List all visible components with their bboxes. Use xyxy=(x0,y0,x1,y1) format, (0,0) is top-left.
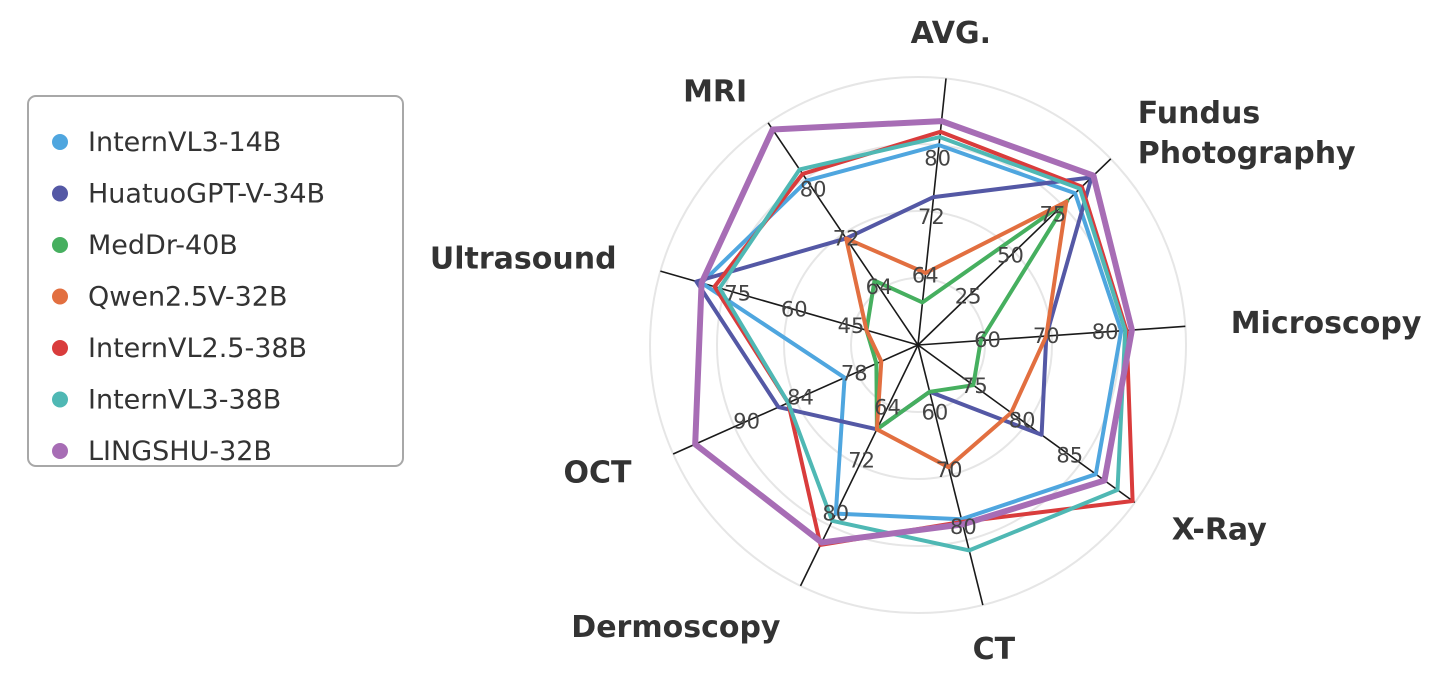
tick-label-microscopy-3: 60 xyxy=(974,328,1001,352)
spoke-ct xyxy=(917,344,984,606)
tick-label-oct-3: 78 xyxy=(841,361,868,385)
tick-label-mri-3: 64 xyxy=(866,275,893,299)
axis-title-fundus-photography: Fundus Photography xyxy=(1138,96,1356,171)
tick-label-ct-1: 80 xyxy=(950,515,977,539)
tick-label-mri-1: 80 xyxy=(800,178,827,202)
spoke-microscopy xyxy=(917,325,1186,346)
tick-label-dermoscopy-1: 80 xyxy=(822,502,849,526)
grid-circle-1 xyxy=(850,277,986,413)
tick-label-ultrasound-1: 75 xyxy=(724,281,751,305)
legend-marker-lingshu-32b xyxy=(52,443,68,459)
spoke-x-ray xyxy=(917,344,1136,504)
legend-label-huatuogpt-v-34b: HuatuoGPT-V-34B xyxy=(88,179,325,210)
tick-label-ultrasound-3: 45 xyxy=(838,314,865,338)
legend-marker-meddr-40b xyxy=(52,237,68,253)
tick-label-x-ray-2: 80 xyxy=(1009,409,1036,433)
series-lingshu-32b xyxy=(692,118,1135,546)
axis-title-ct: CT xyxy=(973,632,1016,667)
legend-label-internvl3-14b: InternVL3-14B xyxy=(88,127,281,158)
series-internvl3-38b xyxy=(717,135,1128,553)
axis-title-mri: MRI xyxy=(683,75,747,110)
tick-label-avg-2: 72 xyxy=(918,205,945,229)
spoke-mri xyxy=(767,122,919,346)
legend-label-meddr-40b: MedDr-40B xyxy=(88,230,238,261)
series-internvl3-14b xyxy=(699,143,1124,522)
tick-label-x-ray-3: 75 xyxy=(961,374,988,398)
tick-label-dermoscopy-3: 64 xyxy=(874,396,901,420)
tick-label-ct-3: 60 xyxy=(922,401,949,425)
tick-label-avg-1: 80 xyxy=(924,146,951,170)
axis-title-avg: AVG. xyxy=(911,16,991,51)
tick-label-oct-1: 90 xyxy=(733,409,760,433)
tick-label-mri-2: 72 xyxy=(833,226,860,250)
legend-label-lingshu-32b: LINGSHU-32B xyxy=(88,436,272,467)
legend-marker-qwen2-5v-32b xyxy=(52,288,68,305)
grid-circle-2 xyxy=(783,210,1053,480)
tick-label-dermoscopy-2: 72 xyxy=(848,449,875,473)
legend-marker-internvl2-5-38b xyxy=(52,340,68,356)
radar-series xyxy=(692,118,1135,553)
tick-label-oct-2: 84 xyxy=(787,385,814,409)
axis-title-microscopy: Microscopy xyxy=(1231,306,1422,341)
tick-label-fundus-photography-3: 25 xyxy=(955,285,982,309)
series-meddr-40b xyxy=(864,198,1070,432)
tick-label-avg-3: 64 xyxy=(912,264,939,288)
legend-label-internvl3-38b: InternVL3-38B xyxy=(88,385,281,416)
axis-title-oct: OCT xyxy=(564,456,633,491)
series-qwen2-5v-32b xyxy=(844,199,1069,470)
legend: InternVL3-14B HuatuoGPT-V-34B MedDr-40B Qwe… xyxy=(27,95,404,467)
tick-label-ultrasound-2: 60 xyxy=(781,298,808,322)
legend-marker-internvl3-38b xyxy=(52,391,68,408)
legend-box xyxy=(27,95,404,467)
grid-circle-4 xyxy=(649,76,1187,614)
radar-axis-labels: AVG. Fundus Photography Microscopy X-Ray CT De… xyxy=(430,16,1422,667)
tick-label-x-ray-1: 85 xyxy=(1056,443,1083,467)
axis-title-x-ray: X-Ray xyxy=(1172,512,1268,547)
axis-title-dermoscopy: Dermoscopy xyxy=(571,610,781,645)
tick-label-ct-2: 70 xyxy=(936,458,963,482)
legend-label-internvl2-5-38b: InternVL2.5-38B xyxy=(88,333,307,364)
tick-label-microscopy-2: 70 xyxy=(1033,324,1060,348)
tick-label-fundus-photography-2: 50 xyxy=(997,244,1024,268)
tick-label-fundus-photography-1: 75 xyxy=(1040,203,1067,227)
tick-label-microscopy-1: 80 xyxy=(1092,320,1119,344)
legend-label-qwen2-5v-32b: Qwen2.5V-32B xyxy=(88,282,288,313)
radar-tick-labels: 8072647550258070608580758070608072649084… xyxy=(724,146,1118,539)
axis-title-ultrasound: Ultrasound xyxy=(430,242,617,277)
legend-marker-huatuogpt-v-34b xyxy=(52,185,68,202)
legend-marker-internvl3-14b xyxy=(52,134,68,150)
